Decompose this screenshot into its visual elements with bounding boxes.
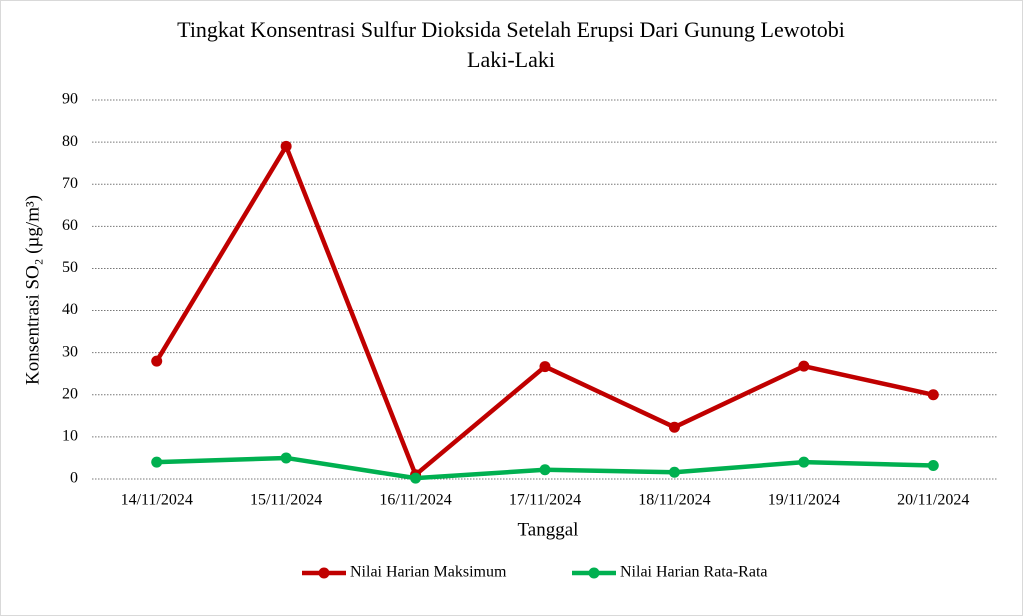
y-tick-label: 80 xyxy=(62,133,78,150)
y-tick-label: 20 xyxy=(62,385,78,402)
x-tick-label: 20/11/2024 xyxy=(897,492,969,509)
x-tick-label: 15/11/2024 xyxy=(250,492,322,509)
y-tick-label: 60 xyxy=(62,217,78,234)
point xyxy=(668,466,680,478)
point xyxy=(798,360,810,372)
legend-label: Nilai Harian Rata-Rata xyxy=(620,564,768,581)
chart-title: Laki-Laki xyxy=(467,47,555,72)
legend-marker xyxy=(318,567,330,579)
x-tick-label: 18/11/2024 xyxy=(638,492,710,509)
x-tick-label: 17/11/2024 xyxy=(509,492,581,509)
y-tick-label: 30 xyxy=(62,343,78,360)
point xyxy=(927,460,939,472)
legend-marker xyxy=(588,567,600,579)
point xyxy=(668,421,680,433)
point xyxy=(280,140,292,152)
point xyxy=(927,389,939,401)
y-tick-label: 90 xyxy=(62,91,78,108)
y-tick-label: 40 xyxy=(62,301,78,318)
point xyxy=(151,456,163,468)
point xyxy=(539,361,551,373)
y-tick-label: 0 xyxy=(70,470,78,487)
y-axis-label: Konsentrasi SO₂ (µg/m³) xyxy=(22,195,43,385)
point xyxy=(410,472,422,484)
y-tick-label: 10 xyxy=(62,428,78,445)
point xyxy=(151,355,163,367)
y-tick-label: 70 xyxy=(62,175,78,192)
legend-label: Nilai Harian Maksimum xyxy=(350,564,507,581)
x-tick-label: 19/11/2024 xyxy=(768,492,840,509)
chart-title: Tingkat Konsentrasi Sulfur Dioksida Sete… xyxy=(177,17,845,42)
y-tick-label: 50 xyxy=(62,259,78,276)
x-tick-label: 16/11/2024 xyxy=(379,492,451,509)
point xyxy=(798,456,810,468)
point xyxy=(539,464,551,476)
x-tick-label: 14/11/2024 xyxy=(121,492,193,509)
x-axis-label: Tanggal xyxy=(518,519,579,540)
point xyxy=(280,452,292,464)
